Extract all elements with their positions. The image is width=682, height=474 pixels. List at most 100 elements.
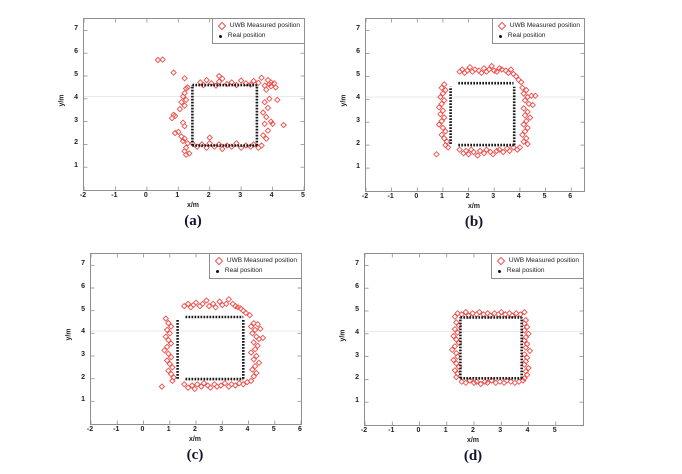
measured-position-points (433, 62, 539, 159)
y-tick-label: 5 (356, 71, 360, 79)
y-tick-label: 1 (74, 162, 78, 170)
y-tick-label: 4 (356, 94, 360, 102)
y-tick-label: 1 (356, 163, 360, 171)
x-tick-label: 4 (269, 192, 274, 199)
measured-position-points (158, 296, 267, 393)
plot-canvas-b (366, 19, 584, 191)
x-tick-label: 3 (491, 193, 496, 200)
measured-position-points (154, 56, 287, 158)
subplot-caption-d: (d) (463, 448, 483, 464)
legend-label-measured: UWB Measured position (226, 257, 297, 264)
plot-canvas-c (91, 254, 301, 424)
real-marker-icon (498, 269, 502, 273)
x-tick-label: 5 (552, 427, 557, 434)
x-tick-label: 6 (568, 193, 573, 200)
real-marker-icon (216, 269, 220, 273)
x-axis-label-a: x/m (186, 202, 200, 209)
y-tick-label: 1 (81, 396, 85, 404)
y-axis-label-b: y/m (340, 94, 348, 107)
legend-b: UWB Measured position Real position (491, 18, 585, 44)
y-tick-label: 2 (81, 373, 85, 381)
y-tick-label: 4 (74, 93, 78, 101)
x-tick-label: 2 (465, 193, 470, 200)
x-tick-label: 4 (525, 427, 530, 434)
legend-entry-real: Real position (494, 267, 579, 275)
legend-label-real: Real position (227, 32, 266, 39)
legend-entry-real: Real position (212, 267, 297, 275)
x-tick-label: -1 (113, 426, 120, 433)
x-tick-label: 5 (271, 426, 276, 433)
x-tick-label: 5 (301, 192, 305, 199)
legend-d: UWB Measured position Real position (490, 253, 584, 279)
x-tick-label: 0 (414, 193, 419, 200)
legend-label-real: Real position (507, 32, 546, 39)
y-tick-label: 2 (356, 140, 360, 148)
x-tick-label: 2 (471, 427, 475, 434)
subplot-caption-c: (c) (186, 447, 204, 463)
x-tick-label: 4 (516, 193, 521, 200)
y-axis-label-d: y/m (339, 328, 347, 342)
x-tick-label: 1 (166, 426, 171, 433)
x-tick-label: -2 (79, 192, 87, 199)
y-tick-label: 3 (81, 351, 85, 358)
measured-marker-icon (496, 256, 506, 266)
legend-label-real: Real position (506, 267, 545, 274)
y-tick-label: 2 (74, 139, 78, 147)
x-tick-label: 1 (175, 192, 180, 199)
y-tick-label: 5 (355, 306, 359, 313)
x-axis-label-d: x/m (466, 437, 480, 444)
x-tick-label: 2 (193, 426, 197, 433)
y-tick-label: 1 (355, 397, 359, 405)
real-marker-icon (499, 34, 503, 38)
y-axis-label-a: y/m (58, 93, 66, 107)
x-tick-label: -1 (388, 427, 395, 434)
legend-entry-measured: UWB Measured position (494, 256, 579, 266)
plot-area-c: UWB Measured position Real position (90, 253, 302, 425)
y-tick-label: 6 (355, 283, 359, 291)
x-tick-label: -2 (86, 426, 94, 433)
legend-entry-real: Real position (495, 32, 580, 40)
measured-marker-icon (497, 21, 507, 31)
y-tick-label: 7 (356, 25, 360, 33)
y-tick-label: 3 (356, 117, 360, 125)
measured-marker-icon (217, 21, 227, 31)
plot-area-b: UWB Measured position Real position (365, 18, 585, 192)
y-tick-label: 6 (81, 283, 85, 290)
x-axis-label-c: x/m (188, 436, 202, 443)
legend-entry-measured: UWB Measured position (215, 21, 300, 31)
x-tick-label: 3 (219, 426, 224, 433)
y-tick-label: 2 (355, 374, 359, 382)
y-tick-label: 7 (81, 260, 85, 268)
x-tick-label: 4 (245, 426, 250, 433)
plot-canvas-d (365, 254, 583, 425)
y-axis-label-c: y/m (65, 328, 73, 341)
x-tick-label: 3 (498, 427, 503, 434)
x-tick-label: 0 (416, 427, 421, 434)
x-tick-label: 1 (439, 193, 444, 200)
x-axis-label-b: x/m (467, 203, 481, 210)
legend-a: UWB Measured position Real position (211, 18, 305, 44)
y-tick-label: 7 (74, 25, 78, 33)
plot-canvas-a (84, 19, 304, 190)
y-tick-label: 6 (356, 48, 360, 56)
x-tick-label: 0 (140, 426, 145, 433)
plot-area-a: UWB Measured position Real position (83, 18, 305, 191)
x-tick-label: -2 (361, 193, 369, 200)
y-tick-label: 6 (74, 48, 78, 56)
measured-marker-icon (214, 256, 224, 266)
y-tick-label: 3 (355, 351, 359, 359)
x-tick-label: 0 (143, 192, 148, 199)
legend-entry-real: Real position (215, 32, 300, 40)
x-tick-label: -1 (111, 192, 118, 199)
subplot-caption-b: (b) (464, 214, 484, 230)
plot-area-d: UWB Measured position Real position (364, 253, 584, 426)
y-tick-label: 7 (355, 260, 359, 268)
real-marker-icon (219, 34, 223, 38)
x-tick-label: 6 (298, 426, 302, 433)
x-tick-label: 1 (443, 427, 448, 434)
x-tick-label: 2 (206, 192, 211, 199)
